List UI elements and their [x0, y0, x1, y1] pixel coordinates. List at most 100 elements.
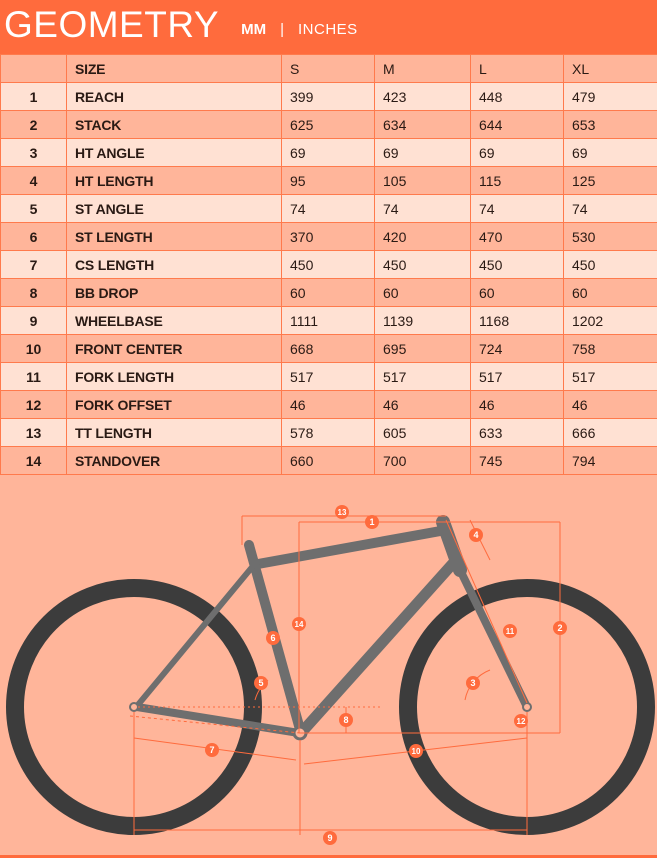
row-value-l: 517 — [470, 362, 564, 391]
dimension-marker-label: 1 — [369, 517, 374, 527]
row-value-s: 74 — [281, 194, 375, 223]
row-value-m: 695 — [374, 334, 471, 363]
row-value-m: 46 — [374, 390, 471, 419]
dimension-marker-8: 8 — [339, 713, 353, 727]
row-measurement-name: REACH — [66, 82, 282, 111]
dimension-marker-11: 11 — [503, 624, 517, 638]
row-value-l: 644 — [470, 110, 564, 139]
row-value-l: 724 — [470, 334, 564, 363]
row-value-m: 69 — [374, 138, 471, 167]
dimension-marker-label: 9 — [327, 833, 332, 843]
row-index: 9 — [0, 306, 67, 335]
table-row: 8 BB DROP 60 60 60 60 — [0, 278, 657, 307]
row-value-m: 74 — [374, 194, 471, 223]
row-value-s: 1111 — [281, 306, 375, 335]
table-row: 2 STACK 625 634 644 653 — [0, 110, 657, 139]
dimension-marker-12: 12 — [514, 714, 528, 728]
row-measurement-name: FORK LENGTH — [66, 362, 282, 391]
row-value-xl: 74 — [563, 194, 657, 223]
table-row: 3 HT ANGLE 69 69 69 69 — [0, 138, 657, 167]
table-row: 6 ST LENGTH 370 420 470 530 — [0, 222, 657, 251]
column-header-index — [0, 54, 67, 83]
row-value-m: 423 — [374, 82, 471, 111]
row-measurement-name: TT LENGTH — [66, 418, 282, 447]
row-index: 11 — [0, 362, 67, 391]
row-value-m: 420 — [374, 222, 471, 251]
row-index: 14 — [0, 446, 67, 475]
row-value-xl: 1202 — [563, 306, 657, 335]
row-index: 1 — [0, 82, 67, 111]
dimension-marker-3: 3 — [466, 676, 480, 690]
table-row: 4 HT LENGTH 95 105 115 125 — [0, 166, 657, 195]
front-axle — [522, 702, 532, 712]
table-row: 1 REACH 399 423 448 479 — [0, 82, 657, 111]
row-measurement-name: HT LENGTH — [66, 166, 282, 195]
dimension-marker-label: 12 — [517, 717, 526, 726]
table-row: 10 FRONT CENTER 668 695 724 758 — [0, 334, 657, 363]
dimension-marker-label: 10 — [412, 747, 421, 756]
row-value-l: 115 — [470, 166, 564, 195]
row-index: 10 — [0, 334, 67, 363]
row-value-s: 578 — [281, 418, 375, 447]
row-index: 5 — [0, 194, 67, 223]
geometry-header: GEOMETRY MM | INCHES — [0, 0, 657, 54]
unit-mm-toggle[interactable]: MM — [241, 20, 267, 38]
dimension-marker-label: 4 — [473, 530, 478, 540]
unit-inches-toggle[interactable]: INCHES — [297, 20, 358, 38]
row-value-s: 69 — [281, 138, 375, 167]
dimension-marker-13: 13 — [335, 505, 349, 519]
table-row: 11 FORK LENGTH 517 517 517 517 — [0, 362, 657, 391]
row-value-m: 517 — [374, 362, 471, 391]
row-measurement-name: STACK — [66, 110, 282, 139]
dimension-marker-label: 2 — [557, 623, 562, 633]
row-value-m: 634 — [374, 110, 471, 139]
row-value-m: 105 — [374, 166, 471, 195]
dimension-marker-4: 4 — [469, 528, 483, 542]
row-value-l: 745 — [470, 446, 564, 475]
row-index: 8 — [0, 278, 67, 307]
row-value-l: 470 — [470, 222, 564, 251]
row-value-l: 69 — [470, 138, 564, 167]
row-value-m: 605 — [374, 418, 471, 447]
row-index: 3 — [0, 138, 67, 167]
row-measurement-name: FORK OFFSET — [66, 390, 282, 419]
row-value-xl: 517 — [563, 362, 657, 391]
table-row: 14 STANDOVER 660 700 745 794 — [0, 446, 657, 475]
row-value-xl: 69 — [563, 138, 657, 167]
column-header-l: L — [470, 54, 564, 83]
dimension-marker-label: 14 — [295, 620, 304, 629]
unit-separator: | — [280, 20, 284, 38]
row-measurement-name: CS LENGTH — [66, 250, 282, 279]
dimension-marker-6: 6 — [266, 631, 280, 645]
row-value-xl: 125 — [563, 166, 657, 195]
row-value-xl: 450 — [563, 250, 657, 279]
dimension-marker-7: 7 — [205, 743, 219, 757]
row-value-s: 668 — [281, 334, 375, 363]
bike-frame — [133, 515, 531, 739]
bottom-accent-bar — [0, 855, 657, 858]
row-index: 2 — [0, 110, 67, 139]
row-value-s: 625 — [281, 110, 375, 139]
row-index: 4 — [0, 166, 67, 195]
dimension-marker-5: 5 — [254, 676, 268, 690]
row-measurement-name: BB DROP — [66, 278, 282, 307]
row-value-s: 46 — [281, 390, 375, 419]
dimension-lines — [129, 515, 561, 835]
row-value-s: 399 — [281, 82, 375, 111]
row-value-m: 700 — [374, 446, 471, 475]
row-value-xl: 479 — [563, 82, 657, 111]
row-measurement-name: ST ANGLE — [66, 194, 282, 223]
column-header-size: SIZE — [66, 54, 282, 83]
table-header-row: SIZE S M L XL — [0, 54, 657, 83]
geometry-table: SIZE S M L XL 1 REACH 399 423 448 479 2 STACK 62… — [0, 54, 657, 475]
row-value-m: 60 — [374, 278, 471, 307]
row-value-xl: 666 — [563, 418, 657, 447]
row-value-xl: 46 — [563, 390, 657, 419]
row-value-s: 517 — [281, 362, 375, 391]
table-row: 12 FORK OFFSET 46 46 46 46 — [0, 390, 657, 419]
dimension-marker-label: 7 — [209, 745, 214, 755]
page-title: GEOMETRY — [4, 4, 220, 45]
row-value-l: 448 — [470, 82, 564, 111]
